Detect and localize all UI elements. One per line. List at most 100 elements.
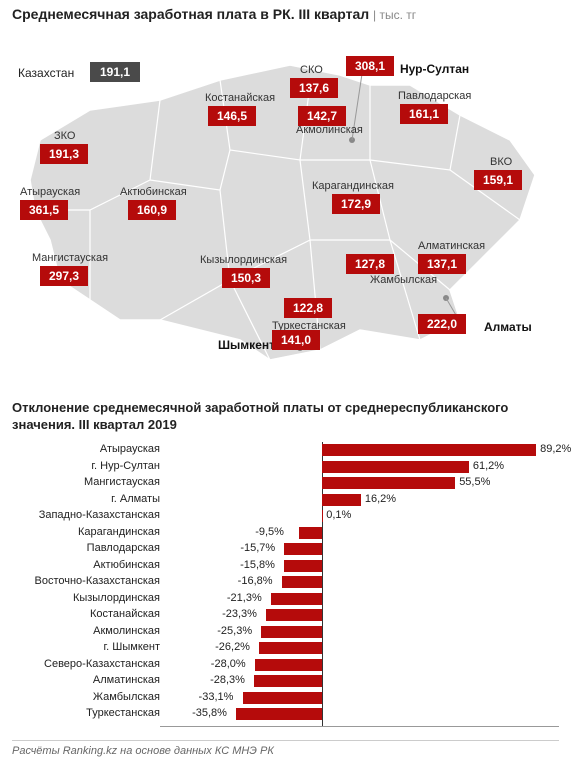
region-label: Карагандинская <box>312 180 394 192</box>
x-axis-line <box>160 726 559 727</box>
chart-bar <box>271 593 322 605</box>
chart-row-label: Северо-Казахстанская <box>12 658 160 670</box>
chart-row-label: Акмолинская <box>12 625 160 637</box>
region-badge: 172,9 <box>332 194 380 214</box>
chart-row-label: Атырауская <box>12 443 160 455</box>
chart-value: -28,3% <box>210 674 245 686</box>
chart-row-label: Восточно-Казахстанская <box>12 575 160 587</box>
chart-row-label: г. Нур-Султан <box>12 460 160 472</box>
region-label: СКО <box>300 64 323 76</box>
chart-row-label: Павлодарская <box>12 542 160 554</box>
chart-row: Западно-Казахстанская 0,1% <box>12 508 559 524</box>
chart-value: -15,7% <box>240 542 275 554</box>
region-badge: 361,5 <box>20 200 68 220</box>
city-badge: 308,1 <box>346 56 394 76</box>
national-label: Казахстан <box>18 66 74 80</box>
footer-source: Расчёты Ranking.kz на основе данных КС М… <box>12 740 559 757</box>
chart-bar <box>282 576 322 588</box>
city-badge: 222,0 <box>418 314 466 334</box>
region-label: Костанайская <box>205 92 275 104</box>
chart-bar <box>299 527 322 539</box>
region-badge: 137,6 <box>290 78 338 98</box>
region-label: Кызылординская <box>200 254 287 266</box>
city-badge: 141,0 <box>272 330 320 350</box>
chart-value: -16,8% <box>238 575 273 587</box>
national-badge: 191,1 <box>90 62 140 82</box>
chart-bar <box>322 477 455 489</box>
region-badge: 146,5 <box>208 106 256 126</box>
chart-value: 0,1% <box>326 509 351 521</box>
chart-row-label: Кызылординская <box>12 592 160 604</box>
chart-row: г. Нур-Султан 61,2% <box>12 459 559 475</box>
chart-value: -23,3% <box>222 608 257 620</box>
chart-value: -25,3% <box>217 625 252 637</box>
chart-bar <box>322 461 469 473</box>
chart-row: Кызылординская -21,3% <box>12 591 559 607</box>
chart-bar <box>261 626 322 638</box>
chart-value: -28,0% <box>211 658 246 670</box>
region-badge: 161,1 <box>400 104 448 124</box>
region-label: ЗКО <box>54 130 75 142</box>
region-label: Атырауская <box>20 186 80 198</box>
region-badge: 122,8 <box>284 298 332 318</box>
chart-row: Северо-Казахстанская -28,0% <box>12 657 559 673</box>
chart-row-label: г. Алматы <box>12 493 160 505</box>
region-badge: 160,9 <box>128 200 176 220</box>
region-label: Алматинская <box>418 240 485 252</box>
chart-value: 55,5% <box>459 476 490 488</box>
city-label: Нур-Султан <box>400 62 469 76</box>
region-badge: 142,7 <box>298 106 346 126</box>
region-badge: 297,3 <box>40 266 88 286</box>
chart-row-label: Мангистауская <box>12 476 160 488</box>
chart-row: Жамбылская -33,1% <box>12 690 559 706</box>
chart-row-label: Костанайская <box>12 608 160 620</box>
title-suffix: | тыс. тг <box>373 8 416 22</box>
chart-row: Атырауская89,2% <box>12 442 559 458</box>
region-badge: 191,3 <box>40 144 88 164</box>
chart-row-label: Алматинская <box>12 674 160 686</box>
section2-title: Отклонение среднемесячной заработной пла… <box>12 400 552 434</box>
chart-row-label: Карагандинская <box>12 526 160 538</box>
chart-value: -33,1% <box>199 691 234 703</box>
chart-value: -21,3% <box>227 592 262 604</box>
chart-row-label: Жамбылская <box>12 691 160 703</box>
chart-bar <box>255 659 322 671</box>
region-label: ВКО <box>490 156 512 168</box>
chart-row: Акмолинская -25,3% <box>12 624 559 640</box>
chart-row: г. Алматы 16,2% <box>12 492 559 508</box>
region-badge: 159,1 <box>474 170 522 190</box>
city-label: Алматы <box>484 320 532 334</box>
chart-bar <box>322 444 536 456</box>
title-text: Среднемесячная заработная плата в РК. II… <box>12 6 369 22</box>
page-title: Среднемесячная заработная плата в РК. II… <box>12 6 416 22</box>
region-badge: 137,1 <box>418 254 466 274</box>
chart-value: -26,2% <box>215 641 250 653</box>
chart-row-label: Туркестанская <box>12 707 160 719</box>
deviation-bar-chart: Атырауская89,2% г. Нур-Султан 61,2% Мангист… <box>12 442 559 727</box>
chart-bar <box>259 642 322 654</box>
chart-bar <box>284 560 322 572</box>
chart-value: 61,2% <box>473 460 504 472</box>
chart-bar <box>236 708 322 720</box>
region-label: Мангистауская <box>32 252 108 264</box>
chart-bar <box>243 692 322 704</box>
chart-value: -35,8% <box>192 707 227 719</box>
chart-value: 89,2% <box>540 443 571 455</box>
chart-row: Карагандинская -9,5% <box>12 525 559 541</box>
chart-value: 16,2% <box>365 493 396 505</box>
chart-row: Туркестанская -35,8% <box>12 706 559 722</box>
chart-value: -9,5% <box>255 526 284 538</box>
chart-row: Восточно-Казахстанская -16,8% <box>12 574 559 590</box>
region-badge: 127,8 <box>346 254 394 274</box>
chart-row: г. Шымкент-26,2% <box>12 640 559 656</box>
chart-row: Костанайская -23,3% <box>12 607 559 623</box>
chart-row-label: Западно-Казахстанская <box>12 509 160 521</box>
chart-bar <box>322 494 361 506</box>
chart-bar <box>254 675 322 687</box>
region-label: Павлодарская <box>398 90 471 102</box>
chart-row: Павлодарская -15,7% <box>12 541 559 557</box>
region-label: Актюбинская <box>120 186 187 198</box>
chart-row: Мангистауская 55,5% <box>12 475 559 491</box>
chart-row: Алматинская -28,3% <box>12 673 559 689</box>
kazakhstan-map: Казахстан 191,1 СКО 137,6 Костанайская 146,… <box>0 30 571 400</box>
